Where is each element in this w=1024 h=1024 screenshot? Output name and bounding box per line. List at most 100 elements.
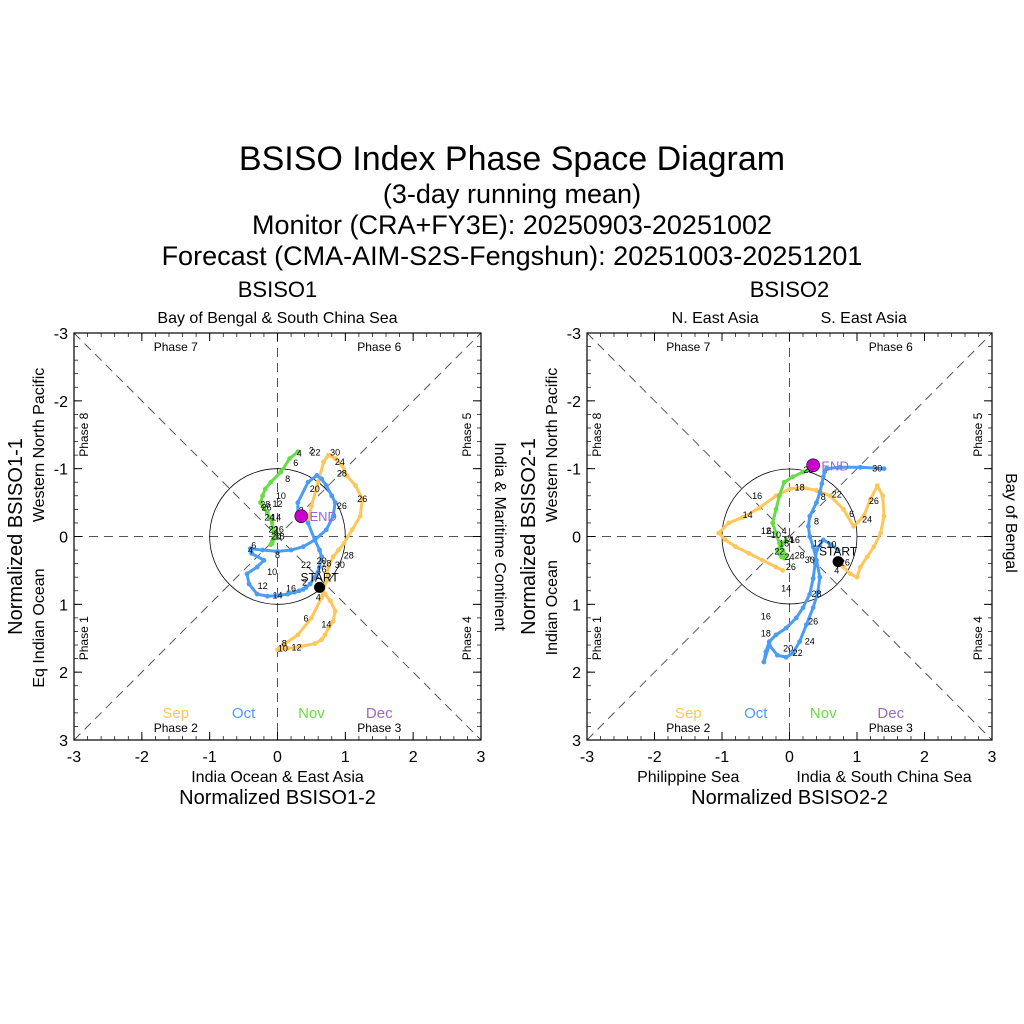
data-point-sep <box>716 530 722 536</box>
data-point-oct <box>296 588 302 594</box>
phase-label-4: Phase 4 <box>460 616 474 660</box>
day-label: 12 <box>813 538 823 548</box>
x-tick-label: -2 <box>135 749 149 766</box>
data-point-sep <box>800 485 806 491</box>
legend-nov: Nov <box>810 705 837 722</box>
legend-dec: Dec <box>877 705 904 722</box>
region-label-bottom-right: India & South China Sea <box>796 769 971 786</box>
day-label: 6 <box>293 458 298 468</box>
data-point-oct <box>819 481 825 486</box>
figure-titles: BSISO Index Phase Space Diagram (3-day r… <box>0 140 1024 272</box>
day-label: 10 <box>276 491 286 501</box>
data-point-oct <box>817 574 823 580</box>
day-label: 20 <box>310 484 320 494</box>
data-point-sep <box>861 513 867 519</box>
data-point-sep <box>841 506 846 512</box>
start-marker <box>314 581 326 593</box>
y-tick-label: -2 <box>567 394 581 411</box>
phase-label-7: Phase 7 <box>154 340 198 354</box>
data-point-oct <box>275 549 280 554</box>
data-point-oct <box>254 564 260 570</box>
data-point-sep <box>874 483 880 489</box>
data-point-oct <box>824 466 830 472</box>
data-point-oct <box>300 587 306 592</box>
data-point-sep <box>864 554 870 560</box>
data-point-sep <box>851 523 857 529</box>
data-point-sep <box>357 513 363 519</box>
data-point-sep <box>285 646 291 651</box>
day-label: 26 <box>357 494 367 504</box>
phase-label-3: Phase 3 <box>357 721 401 735</box>
panel-title: BSISO2 <box>750 277 829 302</box>
data-point-nov <box>261 505 267 511</box>
region-label-left-inner: Indian Ocean <box>544 560 561 655</box>
day-label: 18 <box>779 538 789 548</box>
x-tick-label: -1 <box>203 749 217 766</box>
data-point-nov <box>268 479 274 485</box>
data-point-nov <box>264 510 270 516</box>
region-label-left-outer: Western North Pacific <box>544 368 561 522</box>
day-label: 22 <box>793 648 803 658</box>
data-point-sep <box>325 625 331 631</box>
data-point-nov <box>258 500 263 505</box>
day-label: 14 <box>743 510 753 520</box>
day-label: 18 <box>275 532 285 542</box>
data-point-oct <box>288 547 294 553</box>
x-axis-title: Normalized BSISO2-2 <box>691 787 888 809</box>
data-point-nov <box>773 530 779 536</box>
data-point-oct <box>300 544 306 550</box>
data-point-sep <box>880 493 886 499</box>
day-label: 20 <box>317 556 327 566</box>
data-point-sep <box>787 486 792 492</box>
data-point-sep <box>312 641 318 647</box>
y-tick-label: 2 <box>572 665 581 682</box>
data-point-sep <box>722 537 728 543</box>
day-label: 10 <box>826 540 836 550</box>
day-label: 2 <box>302 578 307 588</box>
data-point-sep <box>726 520 732 526</box>
figure-subtitle-forecast: Forecast (CMA-AIM-S2S-Fengshun): 2025100… <box>161 241 863 272</box>
day-label: 4 <box>316 593 321 603</box>
data-point-oct <box>815 589 821 595</box>
data-point-nov <box>268 542 274 548</box>
day-label: 20 <box>271 532 281 542</box>
x-tick-label: 3 <box>988 749 997 766</box>
data-point-sep <box>739 515 745 520</box>
y-tick-label: 0 <box>572 530 581 547</box>
day-label: 16 <box>286 584 296 594</box>
y-tick-label: -2 <box>54 394 68 411</box>
day-label: 8 <box>282 639 287 649</box>
legend-oct: Oct <box>744 705 768 722</box>
day-label: 10 <box>771 530 781 540</box>
data-point-sep <box>323 578 329 583</box>
region-label-top: Bay of Bengal & South China Sea <box>157 310 397 327</box>
data-point-sep <box>349 527 355 533</box>
x-tick-label: 0 <box>273 749 282 766</box>
data-point-sep <box>827 493 833 499</box>
region-label-left-outer: Western North Pacific <box>31 368 48 522</box>
day-label: 30 <box>805 555 815 565</box>
data-point-nov <box>783 537 789 543</box>
region-label-bottom: India Ocean & East Asia <box>191 769 364 786</box>
x-tick-label: -2 <box>647 749 661 766</box>
data-point-oct <box>828 542 834 548</box>
data-point-nov <box>269 520 275 526</box>
data-point-sep <box>868 496 873 502</box>
data-point-oct <box>249 551 255 556</box>
phase-label-8: Phase 8 <box>590 412 604 456</box>
data-point-sep <box>295 632 301 638</box>
data-point-oct <box>323 483 329 489</box>
data-point-oct <box>329 493 335 499</box>
data-point-nov <box>295 449 301 455</box>
start-label: START <box>819 545 858 559</box>
start-marker <box>832 556 844 568</box>
data-point-sep <box>330 554 336 560</box>
phase-label-6: Phase 6 <box>869 340 913 354</box>
data-point-oct <box>295 500 301 505</box>
series-line-sep <box>717 484 886 579</box>
figure-subtitle-monitor: Monitor (CRA+FY3E): 20250903-20251002 <box>251 210 773 241</box>
data-point-oct <box>275 593 280 598</box>
data-point-oct <box>261 557 267 563</box>
day-label: 16 <box>761 612 771 622</box>
